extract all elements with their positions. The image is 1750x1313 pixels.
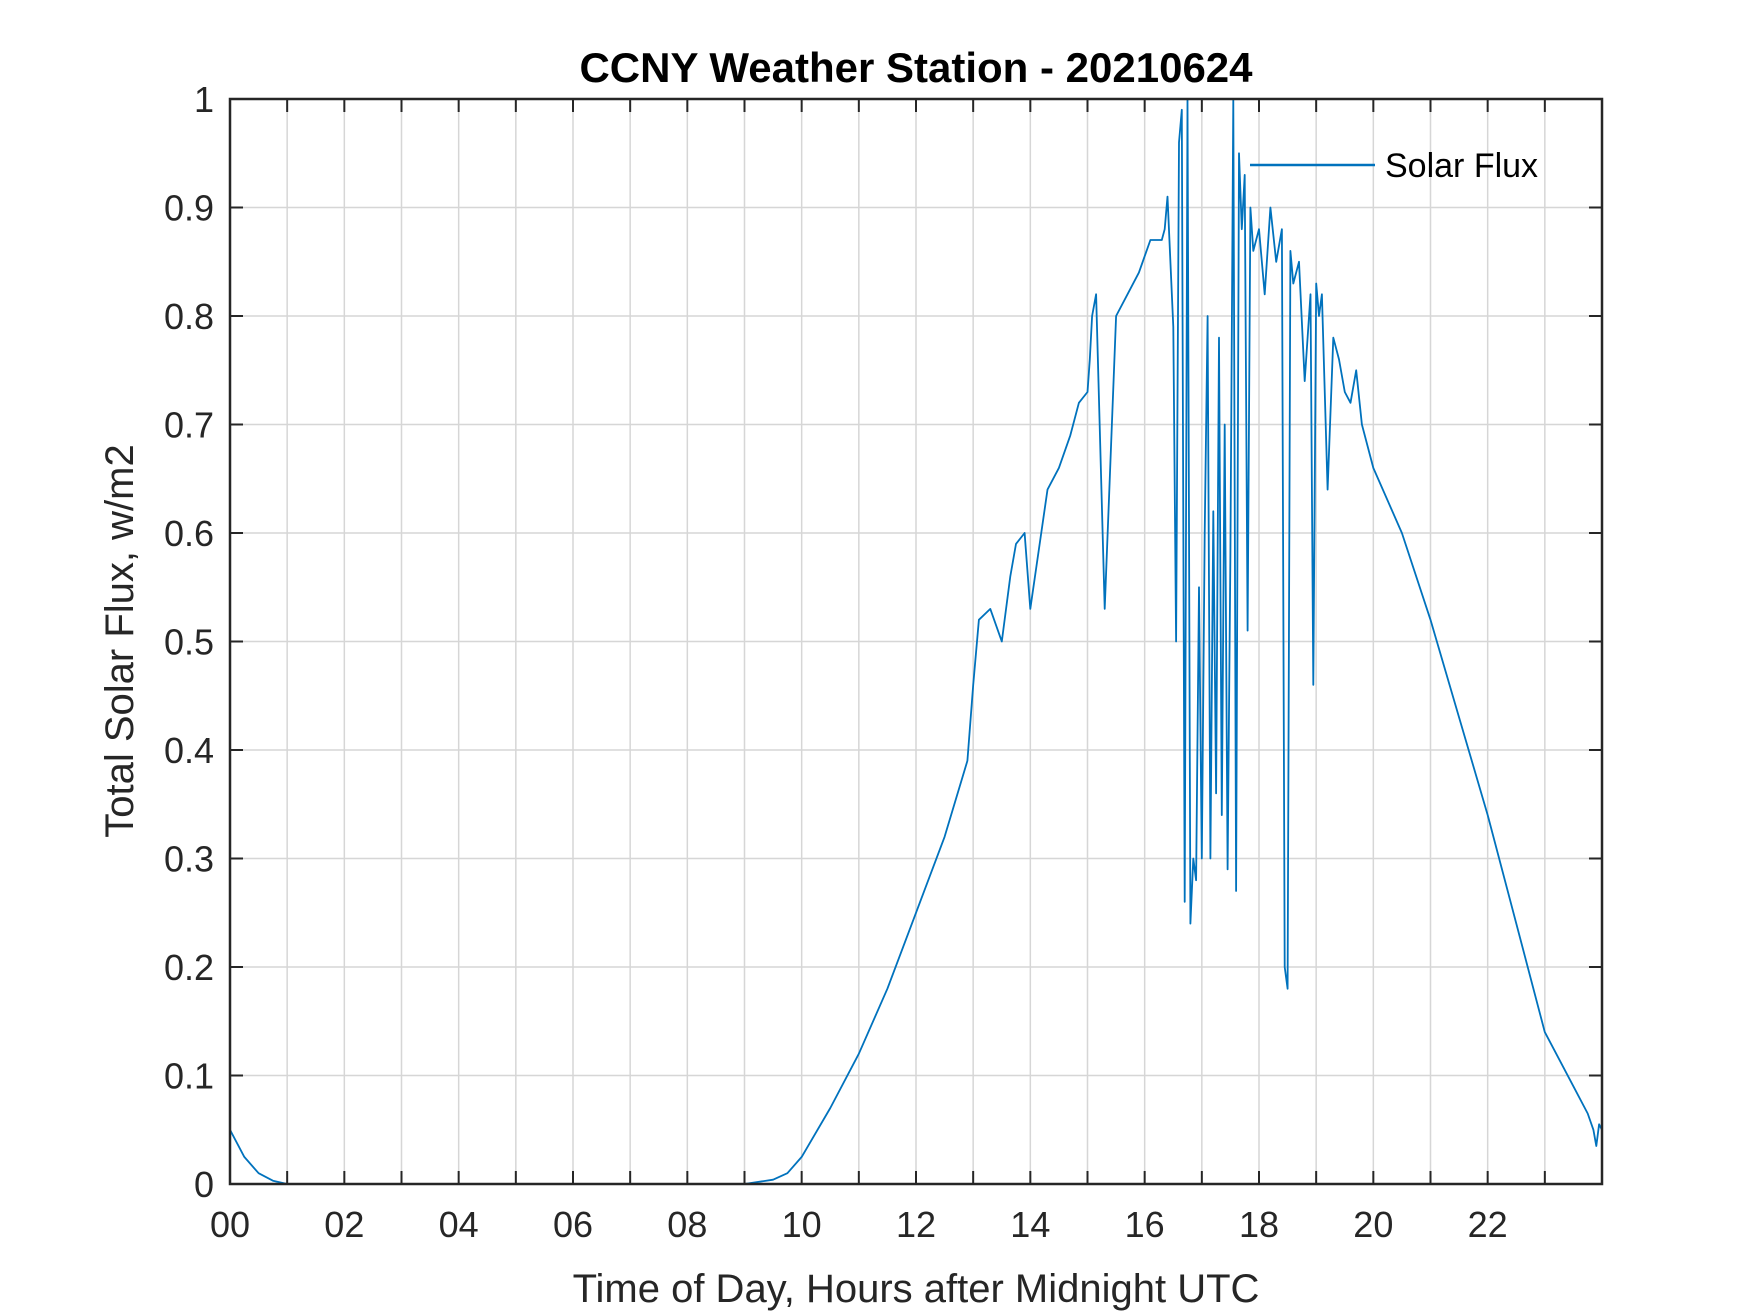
y-tick-label: 0.2 (164, 947, 214, 988)
x-tick-label: 18 (1239, 1204, 1279, 1245)
legend: Solar Flux (1250, 147, 1538, 185)
x-ticks (229, 99, 1603, 1184)
y-ticks (230, 98, 1602, 1185)
y-tick-label: 0.9 (164, 188, 214, 229)
y-tick-label: 0.8 (164, 296, 214, 337)
series-line-solar-flux (229, 98, 1603, 1185)
x-tick-label: 02 (324, 1204, 364, 1245)
y-tick-labels: 0 0.1 0.2 0.3 0.4 0.5 0.6 0.7 0.8 0.9 1 (164, 79, 214, 1205)
legend-label-solar-flux: Solar Flux (1385, 147, 1538, 185)
y-tick-label: 0 (194, 1164, 214, 1205)
x-tick-label: 00 (210, 1204, 250, 1245)
x-tick-label: 16 (1125, 1204, 1165, 1245)
chart-title: CCNY Weather Station - 20210624 (579, 44, 1253, 91)
x-axis-label: Time of Day, Hours after Midnight UTC (573, 1267, 1260, 1311)
x-tick-label: 12 (896, 1204, 936, 1245)
x-tick-label: 20 (1353, 1204, 1393, 1245)
y-tick-label: 0.3 (164, 839, 214, 880)
y-tick-label: 1 (194, 79, 214, 120)
x-tick-labels: 00 02 04 06 08 10 12 14 16 18 20 22 (210, 1204, 1508, 1245)
y-tick-label: 0.6 (164, 513, 214, 554)
y-tick-label: 0.1 (164, 1056, 214, 1097)
x-tick-label: 22 (1468, 1204, 1508, 1245)
y-tick-label: 0.7 (164, 405, 214, 446)
x-tick-label: 14 (1010, 1204, 1050, 1245)
y-tick-label: 0.5 (164, 622, 214, 663)
x-tick-label: 08 (667, 1204, 707, 1245)
series-layer (229, 98, 1603, 1185)
x-tick-label: 04 (439, 1204, 479, 1245)
y-axis-label: Total Solar Flux, w/m2 (98, 444, 142, 837)
y-tick-label: 0.4 (164, 730, 214, 771)
x-tick-label: 06 (553, 1204, 593, 1245)
y-gridlines (230, 206, 1602, 1077)
x-tick-label: 10 (782, 1204, 822, 1245)
